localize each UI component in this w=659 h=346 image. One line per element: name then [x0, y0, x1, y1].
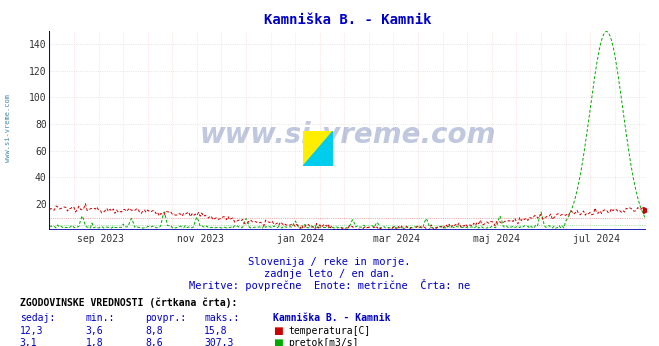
Text: 12,3: 12,3 — [20, 326, 43, 336]
Text: 15,8: 15,8 — [204, 326, 228, 336]
Text: pretok[m3/s]: pretok[m3/s] — [288, 338, 358, 346]
Text: sedaj:: sedaj: — [20, 313, 55, 323]
Text: temperatura[C]: temperatura[C] — [288, 326, 370, 336]
Text: zadnje leto / en dan.: zadnje leto / en dan. — [264, 269, 395, 279]
Text: 3,1: 3,1 — [20, 338, 38, 346]
Text: 3,6: 3,6 — [86, 326, 103, 336]
Text: ■: ■ — [273, 338, 283, 346]
Text: maks.:: maks.: — [204, 313, 239, 323]
Text: ZGODOVINSKE VREDNOSTI (črtkana črta):: ZGODOVINSKE VREDNOSTI (črtkana črta): — [20, 298, 237, 308]
Title: Kamniška B. - Kamnik: Kamniška B. - Kamnik — [264, 13, 432, 27]
Text: 8,8: 8,8 — [145, 326, 163, 336]
Text: ■: ■ — [273, 326, 283, 336]
Text: Slovenija / reke in morje.: Slovenija / reke in morje. — [248, 257, 411, 267]
Text: 307,3: 307,3 — [204, 338, 234, 346]
Text: www.si-vreme.com: www.si-vreme.com — [5, 94, 11, 162]
Text: min.:: min.: — [86, 313, 115, 323]
Text: Meritve: povprečne  Enote: metrične  Črta: ne: Meritve: povprečne Enote: metrične Črta:… — [189, 279, 470, 291]
Text: 1,8: 1,8 — [86, 338, 103, 346]
Polygon shape — [303, 131, 333, 166]
Text: www.si-vreme.com: www.si-vreme.com — [200, 121, 496, 148]
Text: 8,6: 8,6 — [145, 338, 163, 346]
Text: povpr.:: povpr.: — [145, 313, 186, 323]
Polygon shape — [303, 131, 333, 166]
Text: Kamniška B. - Kamnik: Kamniška B. - Kamnik — [273, 313, 391, 323]
